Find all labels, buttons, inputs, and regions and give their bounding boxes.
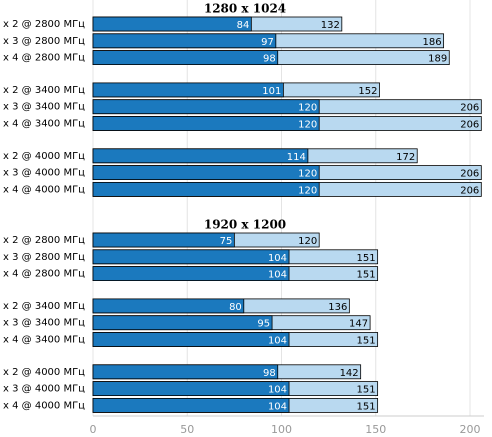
y-tick-label: x 4 @ 3400 МГц xyxy=(3,119,85,130)
bar xyxy=(92,33,277,49)
bar xyxy=(92,181,320,197)
bar xyxy=(92,116,320,131)
bar xyxy=(92,99,320,115)
y-tick-label: x 4 @ 2800 МГц xyxy=(3,269,85,280)
value-label: 97 xyxy=(261,37,274,48)
y-tick-label: x 3 @ 4000 МГц xyxy=(3,384,85,395)
value-label: 147 xyxy=(349,319,368,330)
value-label: 142 xyxy=(340,368,359,379)
bar xyxy=(92,364,279,380)
x-tick-label: 0 xyxy=(90,423,97,436)
value-label: 151 xyxy=(357,253,376,264)
bar xyxy=(92,298,245,314)
bar xyxy=(92,232,235,248)
bar xyxy=(92,332,290,347)
value-label: 151 xyxy=(357,270,376,281)
value-label: 75 xyxy=(220,236,233,247)
value-label: 95 xyxy=(257,319,270,330)
x-tick-label: 50 xyxy=(180,423,194,436)
y-tick-label: x 2 @ 3400 МГц xyxy=(3,301,85,312)
bar xyxy=(92,381,290,397)
bar xyxy=(92,249,290,265)
value-label: 132 xyxy=(321,20,340,31)
bar xyxy=(92,16,252,32)
value-label: 98 xyxy=(263,368,276,379)
value-label: 104 xyxy=(268,401,287,412)
bar xyxy=(92,148,309,164)
y-tick-label: x 3 @ 3400 МГц xyxy=(3,102,85,113)
y-tick-label: x 3 @ 2800 МГц xyxy=(3,36,85,47)
bar xyxy=(92,315,273,331)
value-label: 206 xyxy=(460,185,479,196)
x-tick-label: 150 xyxy=(365,423,386,436)
value-label: 136 xyxy=(328,302,347,313)
y-tick-label: x 2 @ 2800 МГц xyxy=(3,235,85,246)
value-label: 151 xyxy=(357,401,376,412)
y-tick-label: x 3 @ 4000 МГц xyxy=(3,168,85,179)
bar xyxy=(92,165,320,181)
panel-title: 1920 x 1200 xyxy=(204,218,286,232)
value-label: 98 xyxy=(263,54,276,65)
bar xyxy=(92,82,284,98)
value-label: 206 xyxy=(460,103,479,114)
bar xyxy=(92,266,290,282)
y-tick-label: x 2 @ 4000 МГц xyxy=(3,367,85,378)
y-tick-label: x 4 @ 4000 МГц xyxy=(3,184,85,195)
value-label: 104 xyxy=(268,253,287,264)
value-label: 186 xyxy=(423,37,442,48)
x-tick-label: 100 xyxy=(271,423,292,436)
y-tick-label: x 2 @ 2800 МГц xyxy=(3,19,85,30)
value-label: 114 xyxy=(287,152,306,163)
value-label: 104 xyxy=(268,336,287,347)
value-label: 120 xyxy=(298,236,317,247)
value-label: 104 xyxy=(268,270,287,281)
y-tick-label: x 3 @ 2800 МГц xyxy=(3,252,85,263)
y-tick-label: x 4 @ 2800 МГц xyxy=(3,53,85,64)
y-tick-label: x 4 @ 4000 МГц xyxy=(3,400,85,411)
value-label: 152 xyxy=(358,86,377,97)
value-label: 104 xyxy=(268,385,287,396)
value-label: 80 xyxy=(229,302,242,313)
y-tick-label: x 2 @ 4000 МГц xyxy=(3,151,85,162)
value-label: 120 xyxy=(298,103,317,114)
y-tick-label: x 4 @ 3400 МГц xyxy=(3,335,85,346)
value-label: 101 xyxy=(262,86,281,97)
value-label: 189 xyxy=(428,54,447,65)
value-label: 151 xyxy=(357,385,376,396)
x-tick-label: 200 xyxy=(460,423,481,436)
value-label: 151 xyxy=(357,336,376,347)
value-label: 206 xyxy=(460,120,479,131)
value-label: 120 xyxy=(298,169,317,180)
value-label: 206 xyxy=(460,169,479,180)
bar xyxy=(92,50,279,65)
y-tick-label: x 2 @ 3400 МГц xyxy=(3,85,85,96)
panel-title: 1280 x 1024 xyxy=(204,2,286,16)
value-label: 120 xyxy=(298,120,317,131)
y-tick-label: x 3 @ 3400 МГц xyxy=(3,318,85,329)
value-label: 120 xyxy=(298,185,317,196)
bar xyxy=(92,397,290,413)
value-label: 172 xyxy=(396,152,415,163)
value-label: 84 xyxy=(237,20,250,31)
